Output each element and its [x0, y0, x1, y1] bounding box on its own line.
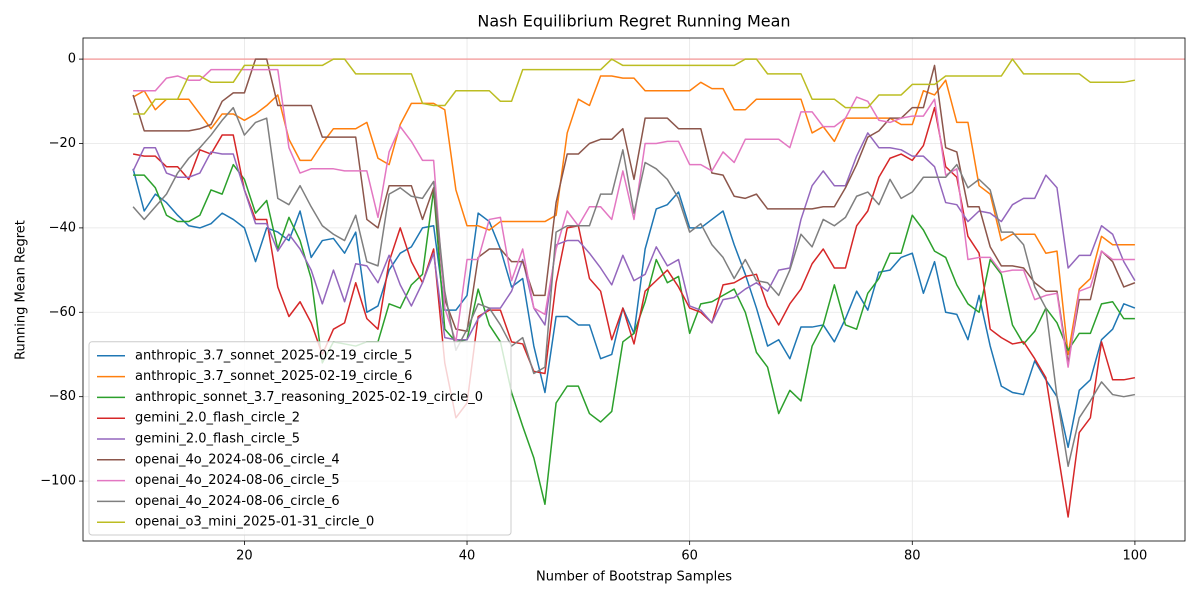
y-tick-label: −80 [49, 389, 76, 404]
x-tick-label: 80 [904, 549, 921, 564]
legend-label: openai_4o_2024-08-06_circle_6 [135, 494, 340, 509]
legend-label: openai_4o_2024-08-06_circle_4 [135, 452, 340, 467]
legend-label: openai_4o_2024-08-06_circle_5 [135, 473, 340, 488]
legend-label: anthropic_sonnet_3.7_reasoning_2025-02-1… [135, 390, 483, 405]
plot-frame [82, 37, 1186, 542]
plot-lines [83, 58, 1185, 518]
legend-label: anthropic_3.7_sonnet_2025-02-19_circle_5 [135, 348, 412, 363]
legend: anthropic_3.7_sonnet_2025-02-19_circle_5… [88, 341, 512, 536]
y-tick-label: 0 [68, 52, 76, 67]
series-line [132, 75, 1135, 356]
series-line [133, 163, 1135, 506]
legend-label: gemini_2.0_flash_circle_2 [135, 411, 300, 426]
y-axis-label: Running Mean Regret [14, 220, 29, 360]
series-line [132, 106, 1136, 518]
legend-label: openai_o3_mini_2025-01-31_circle_0 [135, 515, 374, 530]
legend-label: anthropic_3.7_sonnet_2025-02-19_circle_6 [135, 369, 412, 384]
y-tick-label: −60 [49, 305, 76, 320]
series-line [133, 58, 1136, 115]
x-axis-label: Number of Bootstrap Samples [536, 570, 732, 585]
x-tick-label: 20 [236, 549, 253, 564]
y-tick-label: −100 [40, 474, 76, 489]
legend-label: gemini_2.0_flash_circle_5 [135, 432, 300, 447]
axes: 20 40 60 80 100 0 −20 −40 −60 −80 −100 [40, 52, 1147, 564]
x-tick-label: 40 [459, 549, 476, 564]
legend-box [88, 341, 512, 536]
series-line [133, 68, 1135, 368]
x-tick-label: 100 [1122, 549, 1147, 564]
series-line [132, 58, 1136, 364]
chart-title: Nash Equilibrium Regret Running Mean [477, 12, 790, 31]
series-line [132, 106, 1136, 468]
y-tick-label: −20 [49, 136, 76, 151]
y-tick-label: −40 [49, 220, 76, 235]
series-line [132, 132, 1136, 341]
x-tick-label: 60 [681, 549, 698, 564]
